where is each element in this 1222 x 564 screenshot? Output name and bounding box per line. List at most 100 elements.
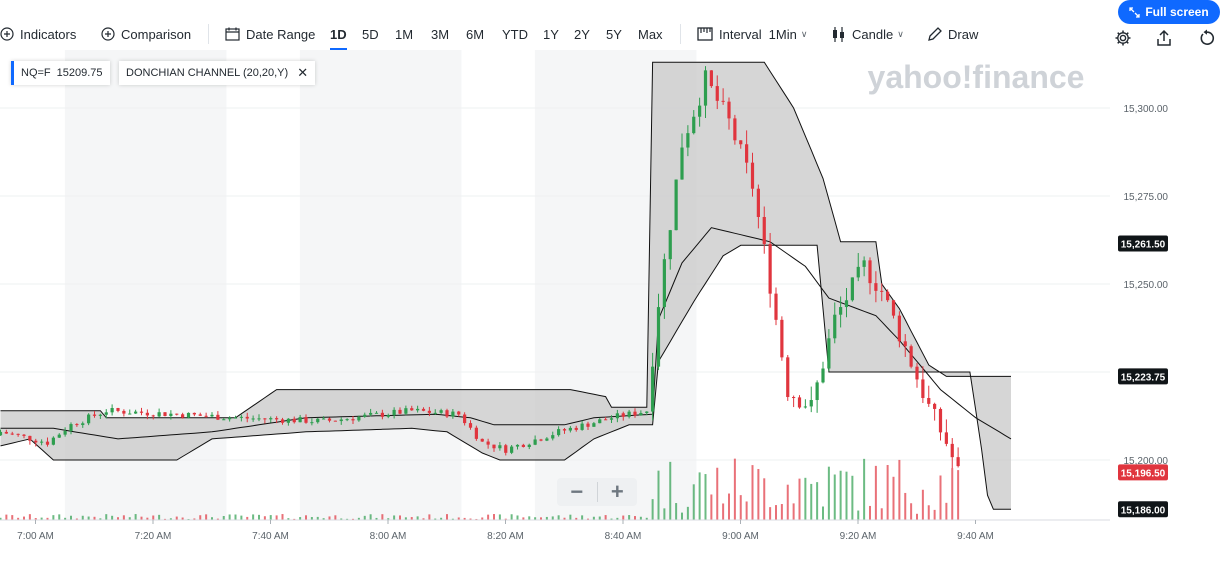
full-screen-button[interactable]: Full screen — [1118, 0, 1220, 24]
candle-body — [733, 118, 737, 141]
candle-body — [157, 412, 161, 417]
range-tab-5y[interactable]: 5Y — [606, 26, 622, 42]
symbol-legend[interactable]: NQ=F 15209.75 — [11, 61, 110, 85]
candle-body — [621, 413, 625, 417]
volume-bar — [939, 475, 942, 520]
candle-body — [45, 441, 50, 445]
x-tick-label: 7:00 AM — [17, 531, 54, 542]
volume-bar — [457, 517, 460, 520]
volume-bar — [28, 514, 31, 520]
candle-body — [739, 140, 743, 145]
candle-body — [228, 417, 232, 420]
comparison-button[interactable]: Comparison — [101, 24, 191, 44]
volume-bar — [504, 518, 507, 520]
donchian-middle-line — [0, 227, 1012, 440]
candle-body — [839, 307, 843, 315]
candle-body — [803, 406, 807, 408]
volume-bar — [451, 518, 454, 520]
reset-icon[interactable] — [1198, 29, 1216, 47]
volume-bar — [228, 514, 231, 520]
candle-body — [615, 413, 619, 419]
candle-body — [574, 427, 578, 430]
candle-body — [280, 419, 285, 423]
volume-bar — [64, 517, 67, 520]
symbol-label: NQ=F — [21, 67, 51, 79]
volume-bar — [205, 514, 208, 520]
volume-bar — [393, 515, 396, 520]
candle-body — [457, 411, 461, 415]
candle-body — [627, 411, 631, 417]
volume-bar — [869, 505, 871, 520]
volume-bar — [540, 517, 542, 520]
candle-body — [186, 412, 191, 418]
candle-body — [586, 423, 590, 427]
candle-body — [927, 397, 931, 404]
indicators-button[interactable]: Indicators — [0, 24, 76, 44]
candle-body — [562, 429, 567, 431]
volume-bar — [263, 516, 266, 520]
volume-bar — [310, 517, 313, 520]
volume-bar — [128, 517, 131, 520]
volume-bar — [446, 514, 448, 520]
volume-bar — [375, 517, 378, 520]
y-tick-label: 15,200.00 — [1124, 456, 1169, 467]
share-icon[interactable] — [1155, 29, 1173, 47]
range-tab-max[interactable]: Max — [638, 26, 663, 42]
close-icon[interactable]: ✕ — [297, 65, 309, 80]
volume-bar — [428, 514, 431, 520]
range-tab-5d[interactable]: 5D — [362, 26, 379, 42]
volume-bar — [857, 510, 860, 520]
candle-body — [445, 410, 449, 417]
volume-bar — [769, 507, 772, 520]
candle-body — [604, 419, 608, 421]
volume-bar — [798, 478, 801, 520]
candle-body — [163, 412, 167, 416]
volume-bar — [575, 517, 578, 520]
volume-bar — [357, 517, 360, 520]
candle-body — [551, 435, 555, 439]
volume-bar — [399, 515, 401, 520]
interval-dropdown[interactable]: Interval 1Min ∨ — [697, 24, 807, 44]
volume-bar — [246, 516, 249, 520]
candle-body — [786, 357, 790, 398]
chart-type-dropdown[interactable]: Candle ∨ — [831, 24, 904, 44]
volume-bar — [117, 517, 119, 520]
legend-accent-bar — [11, 61, 14, 85]
candle-body — [257, 418, 261, 420]
candle-body — [950, 443, 954, 458]
candle-body — [792, 397, 796, 399]
volume-bar — [34, 518, 37, 520]
settings-gear-icon[interactable] — [1114, 29, 1132, 47]
candle-body — [151, 415, 155, 417]
candle-body — [251, 418, 255, 420]
volume-bar — [70, 515, 72, 520]
chart-toolbar: Indicators Comparison Date Range 1D 5D 1… — [0, 0, 1222, 66]
candle-body — [480, 438, 484, 442]
zoom-in-button[interactable]: + — [610, 479, 624, 504]
range-tab-ytd[interactable]: YTD — [502, 26, 528, 42]
range-tab-6m[interactable]: 6M — [466, 26, 485, 42]
date-range-button[interactable]: Date Range — [225, 24, 315, 44]
range-tab-1y[interactable]: 1Y — [543, 26, 559, 42]
range-tab-3m[interactable]: 3M — [431, 26, 450, 42]
volume-bar — [422, 518, 425, 520]
range-tab-1m[interactable]: 1M — [395, 26, 414, 42]
zoom-out-button[interactable]: − — [570, 479, 584, 504]
range-tab-1d[interactable]: 1D — [330, 24, 347, 50]
volume-bar — [892, 476, 895, 520]
full-screen-label: Full screen — [1145, 5, 1209, 19]
candle-body — [557, 429, 561, 436]
volume-bar — [46, 517, 49, 520]
volume-bar — [739, 495, 742, 520]
volume-bar — [99, 518, 102, 520]
volume-bar — [945, 502, 948, 520]
draw-button[interactable]: Draw — [927, 24, 978, 44]
volume-bar — [827, 466, 830, 520]
volume-bar — [328, 516, 331, 520]
indicator-legend[interactable]: DONCHIAN CHANNEL (20,20,Y) ✕ — [119, 61, 316, 85]
candle-body — [398, 409, 402, 414]
range-tab-2y[interactable]: 2Y — [574, 26, 590, 42]
plus-circle-icon — [0, 27, 14, 41]
candle-body — [269, 418, 273, 420]
